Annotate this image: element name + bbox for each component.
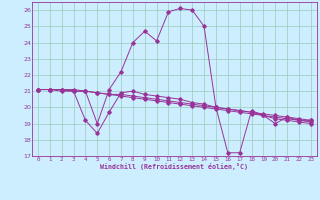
X-axis label: Windchill (Refroidissement éolien,°C): Windchill (Refroidissement éolien,°C) bbox=[100, 163, 248, 170]
